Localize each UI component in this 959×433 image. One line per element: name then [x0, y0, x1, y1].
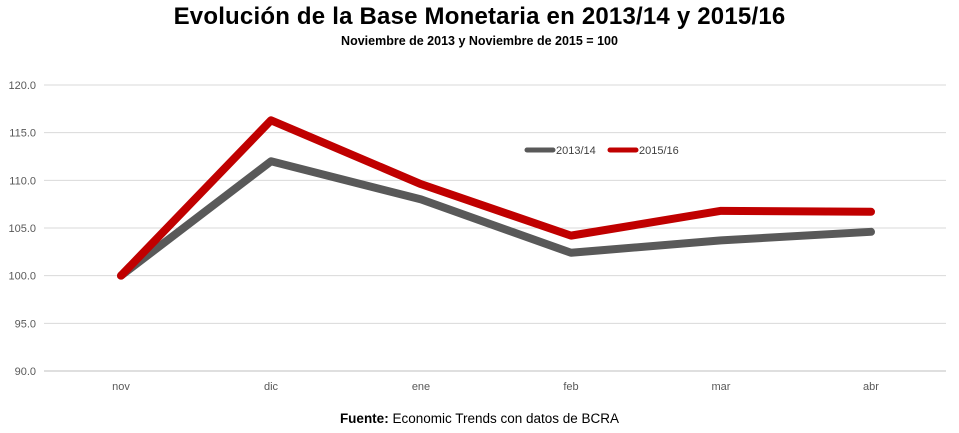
x-tick-label: ene — [412, 381, 430, 393]
legend-label: 2013/14 — [556, 145, 596, 157]
y-tick-label: 100.0 — [8, 271, 36, 283]
legend-label: 2015/16 — [639, 145, 679, 157]
y-tick-label: 120.0 — [8, 80, 36, 92]
chart-title: Evolución de la Base Monetaria en 2013/1… — [173, 3, 786, 30]
y-tick-label: 115.0 — [9, 128, 36, 140]
y-tick-label: 95.0 — [15, 318, 36, 330]
source-text: Economic Trends con datos de BCRA — [388, 411, 620, 426]
series-line-2013/14 — [117, 157, 875, 280]
x-tick-label: nov — [112, 381, 130, 393]
x-tick-label: dic — [264, 381, 279, 393]
x-tick-label: feb — [563, 381, 578, 393]
x-tick-label: mar — [712, 381, 731, 393]
series-lines — [117, 116, 875, 280]
series-line-2015/16 — [117, 116, 875, 280]
y-tick-label: 110.0 — [9, 175, 36, 187]
y-tick-label: 105.0 — [8, 223, 36, 235]
x-tick-label: abr — [863, 381, 879, 393]
x-axis-ticks: nov dic ene feb mar abr — [112, 381, 879, 393]
source-note: Fuente: Economic Trends con datos de BCR… — [0, 411, 959, 426]
gridlines — [44, 84, 946, 372]
y-tick-label: 90.0 — [15, 366, 36, 378]
y-axis-ticks: 90.0 95.0 100.0 105.0 110.0 115.0 120.0 — [8, 80, 36, 378]
chart-subtitle: Noviembre de 2013 y Noviembre de 2015 = … — [341, 34, 618, 48]
source-label: Fuente: — [339, 411, 389, 426]
legend: 2013/14 2015/16 — [524, 145, 679, 157]
